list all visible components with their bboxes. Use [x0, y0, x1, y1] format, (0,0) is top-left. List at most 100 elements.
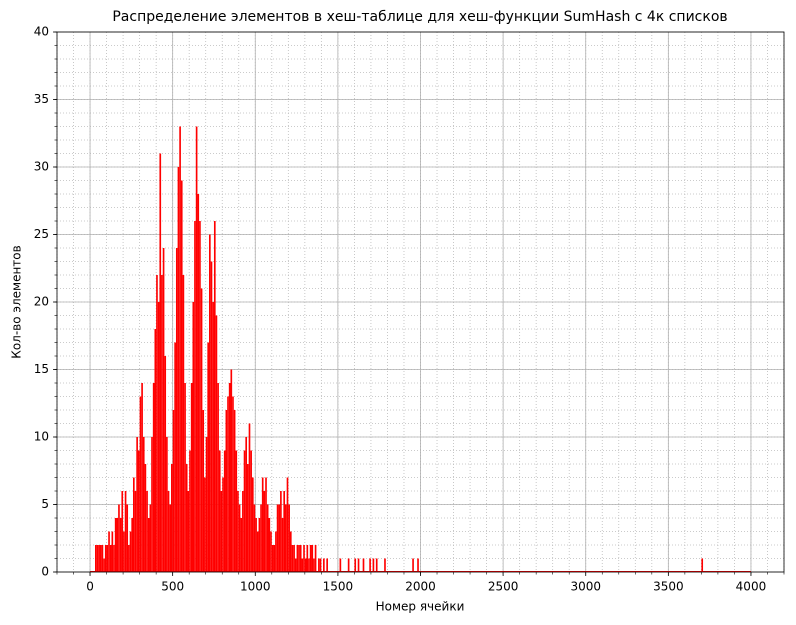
- bar: [161, 275, 163, 572]
- bar: [291, 545, 294, 572]
- bar: [131, 518, 134, 572]
- bar: [311, 545, 314, 572]
- x-tick-label: 2000: [405, 580, 436, 594]
- bar: [260, 504, 262, 572]
- bar: [187, 491, 190, 572]
- bar: [268, 518, 271, 572]
- bar: [174, 342, 176, 572]
- bar: [182, 275, 185, 572]
- bar: [142, 437, 145, 572]
- bar: [354, 558, 357, 572]
- bar: [134, 491, 137, 572]
- bar: [184, 383, 186, 572]
- bar: [227, 396, 229, 572]
- bar: [213, 221, 216, 572]
- bar: [197, 194, 200, 572]
- bar: [169, 504, 172, 572]
- bar: [251, 477, 254, 572]
- bar: [157, 302, 160, 572]
- bar: [217, 383, 219, 572]
- bar: [228, 383, 231, 572]
- bar: [271, 545, 274, 572]
- bar: [384, 558, 386, 572]
- bar: [375, 558, 378, 572]
- bar: [199, 221, 201, 572]
- y-tick-label: 25: [34, 227, 49, 241]
- bar: [210, 261, 213, 572]
- bar: [154, 329, 157, 572]
- bar: [417, 558, 419, 572]
- bar: [156, 275, 158, 572]
- bar: [298, 545, 300, 572]
- bar: [205, 437, 208, 572]
- bar: [308, 558, 310, 572]
- bar: [106, 545, 109, 572]
- bar: [233, 410, 236, 572]
- bar: [412, 558, 414, 572]
- bar: [273, 545, 276, 572]
- bar: [185, 464, 188, 572]
- bar: [118, 504, 120, 572]
- bar: [190, 383, 193, 572]
- bar: [318, 558, 320, 572]
- bar: [111, 531, 114, 572]
- bar: [326, 558, 328, 572]
- bar: [195, 126, 198, 572]
- bar: [159, 153, 162, 572]
- bar: [278, 504, 281, 572]
- bar: [303, 545, 305, 572]
- x-tick-label: 500: [161, 580, 184, 594]
- bar: [129, 531, 132, 572]
- bar: [266, 504, 269, 572]
- bar: [245, 437, 248, 572]
- bar: [294, 558, 297, 572]
- bar: [265, 477, 267, 572]
- bar: [192, 302, 195, 572]
- x-tick-label: 4000: [736, 580, 767, 594]
- bar: [96, 545, 99, 572]
- bar: [314, 545, 317, 572]
- x-tick-label: 1000: [240, 580, 271, 594]
- x-tick-label: 1500: [323, 580, 354, 594]
- bar: [301, 558, 304, 572]
- bar: [247, 464, 249, 572]
- bar: [136, 437, 138, 572]
- bar: [242, 491, 244, 572]
- bar: [289, 531, 292, 572]
- bar: [230, 369, 233, 572]
- bar: [283, 491, 286, 572]
- bar: [281, 518, 284, 572]
- bar: [162, 248, 165, 572]
- bar: [253, 504, 256, 572]
- bar: [103, 558, 105, 572]
- y-tick-label: 15: [34, 362, 49, 376]
- bar: [189, 450, 191, 572]
- bar: [141, 383, 143, 572]
- bar: [250, 450, 252, 572]
- bar: [104, 545, 107, 572]
- bar: [149, 504, 152, 572]
- bar: [232, 396, 234, 572]
- bar: [372, 558, 375, 572]
- bar: [357, 558, 360, 572]
- bar: [285, 504, 287, 572]
- bar: [151, 437, 153, 572]
- bar: [126, 504, 129, 572]
- y-tick-label: 30: [34, 160, 49, 174]
- bar: [218, 450, 221, 572]
- bar: [286, 477, 289, 572]
- bar: [369, 558, 371, 572]
- bar: [152, 383, 155, 572]
- bar: [124, 491, 127, 572]
- bar: [212, 302, 214, 572]
- bar: [180, 180, 183, 572]
- y-tick-label: 10: [34, 430, 49, 444]
- x-tick-label: 3500: [653, 580, 684, 594]
- bar: [171, 464, 173, 572]
- bar: [304, 558, 307, 572]
- bar: [95, 545, 97, 572]
- bar: [133, 477, 135, 572]
- bar: [258, 518, 261, 572]
- bar: [293, 545, 295, 572]
- bar: [207, 342, 210, 572]
